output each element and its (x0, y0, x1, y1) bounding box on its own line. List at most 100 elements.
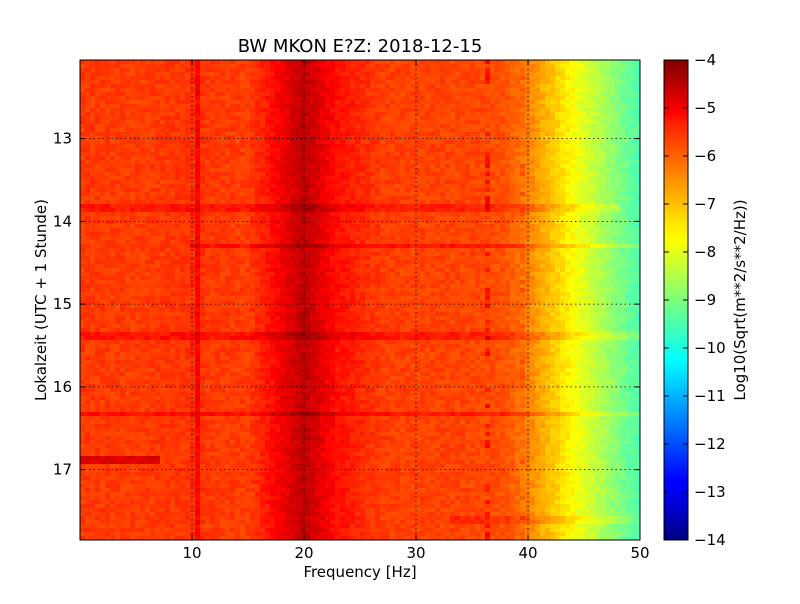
heatmap-cell (175, 108, 181, 113)
heatmap-cell (230, 140, 236, 145)
heatmap-cell (250, 196, 256, 201)
heatmap-cell (460, 144, 466, 149)
heatmap-cell (140, 124, 146, 129)
heatmap-cell (600, 128, 606, 133)
heatmap-cell (445, 88, 451, 93)
heatmap-cell (160, 188, 166, 193)
heatmap-cell (140, 236, 146, 241)
heatmap-cell (525, 88, 531, 93)
heatmap-cell (520, 72, 526, 77)
heatmap-cell (175, 120, 181, 125)
heatmap-cell (585, 128, 591, 133)
heatmap-cell (525, 92, 531, 97)
heatmap-cell (155, 108, 161, 113)
heatmap-cell (605, 112, 611, 117)
heatmap-cell (420, 228, 426, 233)
heatmap-cell (245, 224, 251, 229)
heatmap-cell (170, 136, 176, 141)
heatmap-cell (210, 160, 216, 165)
heatmap-cell (135, 88, 141, 93)
heatmap-cell (350, 136, 356, 141)
heatmap-cell (405, 116, 411, 121)
heatmap-cell (480, 88, 486, 93)
heatmap-cell (285, 84, 291, 89)
heatmap-cell (350, 96, 356, 101)
heatmap-cell (610, 80, 616, 85)
heatmap-cell (300, 212, 306, 217)
heatmap-cell (165, 116, 171, 121)
heatmap-cell (555, 168, 561, 173)
heatmap-cell (95, 168, 101, 173)
heatmap-cell (625, 88, 631, 93)
heatmap-cell (615, 108, 621, 113)
heatmap-cell (200, 76, 206, 81)
heatmap-cell (170, 180, 176, 185)
heatmap-cell (330, 76, 336, 81)
heatmap-cell (610, 92, 616, 97)
heatmap-cell (435, 184, 441, 189)
heatmap-cell (85, 228, 91, 233)
heatmap-cell (255, 216, 261, 221)
heatmap-cell (110, 160, 116, 165)
heatmap-cell (610, 76, 616, 81)
heatmap-cell (480, 152, 486, 157)
heatmap-cell (240, 156, 246, 161)
heatmap-cell (490, 132, 496, 137)
heatmap-cell (355, 204, 361, 209)
heatmap-cell (485, 196, 491, 201)
heatmap-cell (90, 216, 96, 221)
heatmap-cell (100, 128, 106, 133)
heatmap-cell (375, 196, 381, 201)
heatmap-cell (570, 196, 576, 201)
heatmap-cell (210, 148, 216, 153)
heatmap-cell (430, 164, 436, 169)
heatmap-cell (130, 176, 136, 181)
heatmap-cell (480, 72, 486, 77)
heatmap-cell (190, 196, 196, 201)
heatmap-cell (270, 60, 276, 65)
heatmap-cell (565, 180, 571, 185)
heatmap-cell (305, 232, 311, 237)
heatmap-cell (265, 76, 271, 81)
heatmap-cell (200, 68, 206, 73)
heatmap-cell (190, 152, 196, 157)
heatmap-cell (625, 172, 631, 177)
heatmap-cell (90, 188, 96, 193)
heatmap-cell (145, 104, 151, 109)
heatmap-cell (275, 208, 281, 213)
heatmap-cell (150, 60, 156, 65)
heatmap-cell (490, 216, 496, 221)
heatmap-cell (345, 108, 351, 113)
heatmap-cell (360, 116, 366, 121)
heatmap-cell (445, 60, 451, 65)
heatmap-cell (635, 144, 640, 149)
heatmap-cell (410, 204, 416, 209)
heatmap-cell (510, 160, 516, 165)
heatmap-cell (605, 184, 611, 189)
heatmap-cell (275, 228, 281, 233)
heatmap-cell (360, 232, 366, 237)
heatmap-cell (530, 60, 536, 65)
heatmap-cell (480, 124, 486, 129)
heatmap-cell (450, 156, 456, 161)
heatmap-cell (100, 180, 106, 185)
heatmap-cell (445, 112, 451, 117)
heatmap-cell (225, 88, 231, 93)
heatmap-cell (225, 212, 231, 217)
heatmap-cell (275, 184, 281, 189)
heatmap-cell (620, 100, 626, 105)
heatmap-cell (320, 148, 326, 153)
heatmap-cell (355, 152, 361, 157)
heatmap-cell (565, 216, 571, 221)
heatmap-cell (365, 220, 371, 225)
heatmap-cell (220, 60, 226, 65)
heatmap-cell (525, 204, 531, 209)
heatmap-cell (425, 208, 431, 213)
heatmap-cell (120, 152, 126, 157)
heatmap-cell (95, 128, 101, 133)
heatmap-cell (85, 64, 91, 69)
heatmap-cell (560, 156, 566, 161)
heatmap-cell (225, 144, 231, 149)
heatmap-cell (635, 100, 640, 105)
heatmap-cell (495, 180, 501, 185)
